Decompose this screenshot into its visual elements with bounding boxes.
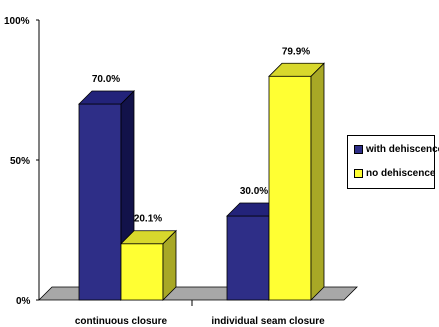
bar-with-dehiscence-individual-seam-closure-front (226, 215, 270, 301)
y-tick-label-50: 50% (10, 156, 30, 167)
legend-label-no-dehiscence: no dehiscence (366, 167, 436, 179)
bar-no-dehiscence-continuous-closure-front (120, 243, 164, 301)
bar-no-dehiscence-individual-seam-closure (268, 62, 325, 301)
legend-swatch-no-dehiscence (354, 168, 363, 178)
data-label-with-dehiscence-continuous-closure: 70.0% (92, 74, 120, 85)
data-label-with-dehiscence-individual-seam-closure: 30.0% (240, 186, 268, 197)
chart-legend: with dehiscence no dehiscence (347, 135, 439, 189)
category-label-individual-seam-closure: individual seam closure (211, 316, 325, 327)
legend-item-no-dehiscence: no dehiscence (354, 166, 435, 180)
bar-with-dehiscence-continuous-closure-top (78, 90, 135, 105)
bar-with-dehiscence-continuous-closure-front (78, 103, 122, 301)
y-tick-label-0: 0% (16, 296, 31, 307)
bar-no-dehiscence-individual-seam-closure-top (268, 62, 325, 77)
legend-swatch-with-dehiscence (354, 144, 363, 154)
legend-item-with-dehiscence: with dehiscence (354, 142, 439, 156)
data-label-no-dehiscence-continuous-closure: 20.1% (134, 214, 162, 225)
category-label-continuous-closure: continuous closure (75, 316, 168, 327)
bar-no-dehiscence-individual-seam-closure-side (310, 62, 325, 301)
y-tick-label-100: 100% (4, 16, 30, 27)
bar-no-dehiscence-continuous-closure (120, 229, 177, 301)
bar-no-dehiscence-continuous-closure-top (120, 230, 177, 245)
legend-label-with-dehiscence: with dehiscence (366, 143, 439, 155)
bar-no-dehiscence-individual-seam-closure-front (268, 75, 312, 301)
data-label-no-dehiscence-individual-seam-closure: 79.9% (282, 46, 310, 57)
